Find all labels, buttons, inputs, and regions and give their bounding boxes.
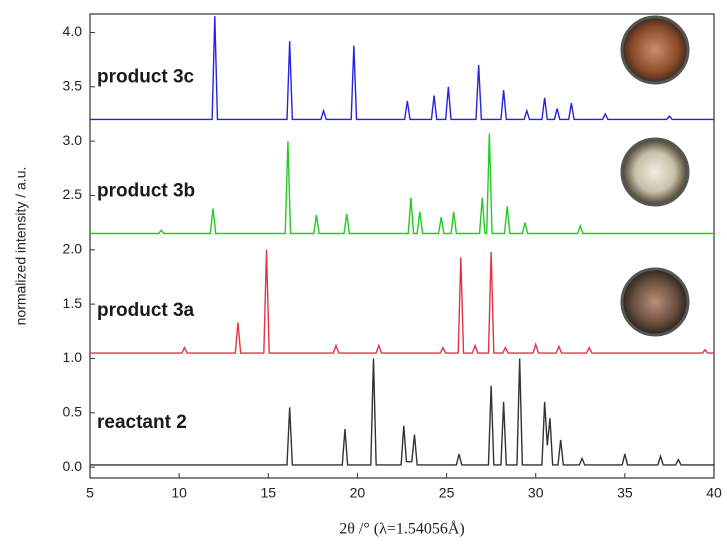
x-axis-title: 2θ /° (λ=1.54056Å)	[339, 520, 465, 538]
y-tick-label: 1.0	[63, 349, 83, 365]
series-line	[90, 249, 714, 354]
series-label: reactant 2	[97, 412, 187, 433]
x-tick-label: 10	[171, 485, 187, 501]
series-line	[90, 133, 714, 235]
series-label: product 3b	[97, 181, 195, 202]
x-tick-label: 15	[260, 485, 276, 501]
x-tick-label: 25	[439, 485, 455, 501]
x-tick-label: 30	[528, 485, 544, 501]
series-label: product 3a	[97, 300, 195, 321]
x-tick-label: 35	[617, 485, 633, 501]
sample-photo	[620, 15, 690, 337]
series-line	[90, 358, 714, 466]
plot-frame	[89, 13, 715, 479]
y-tick-label: 0.0	[63, 458, 83, 474]
y-axis-title: normalized intensity / a.u.	[13, 167, 29, 326]
x-tick-label: 20	[350, 485, 366, 501]
series-label: product 3c	[97, 66, 195, 87]
y-tick-label: 2.0	[63, 241, 83, 257]
y-tick-label: 3.0	[63, 132, 83, 148]
y-tick-label: 4.0	[63, 23, 83, 39]
x-tick-label: 5	[86, 485, 94, 501]
y-tick-label: 2.5	[63, 186, 83, 202]
y-tick-label: 0.5	[63, 404, 83, 420]
x-tick-label: 40	[706, 485, 722, 501]
y-tick-label: 3.5	[63, 78, 83, 94]
y-tick-label: 1.5	[63, 295, 83, 311]
series-line	[90, 16, 714, 121]
